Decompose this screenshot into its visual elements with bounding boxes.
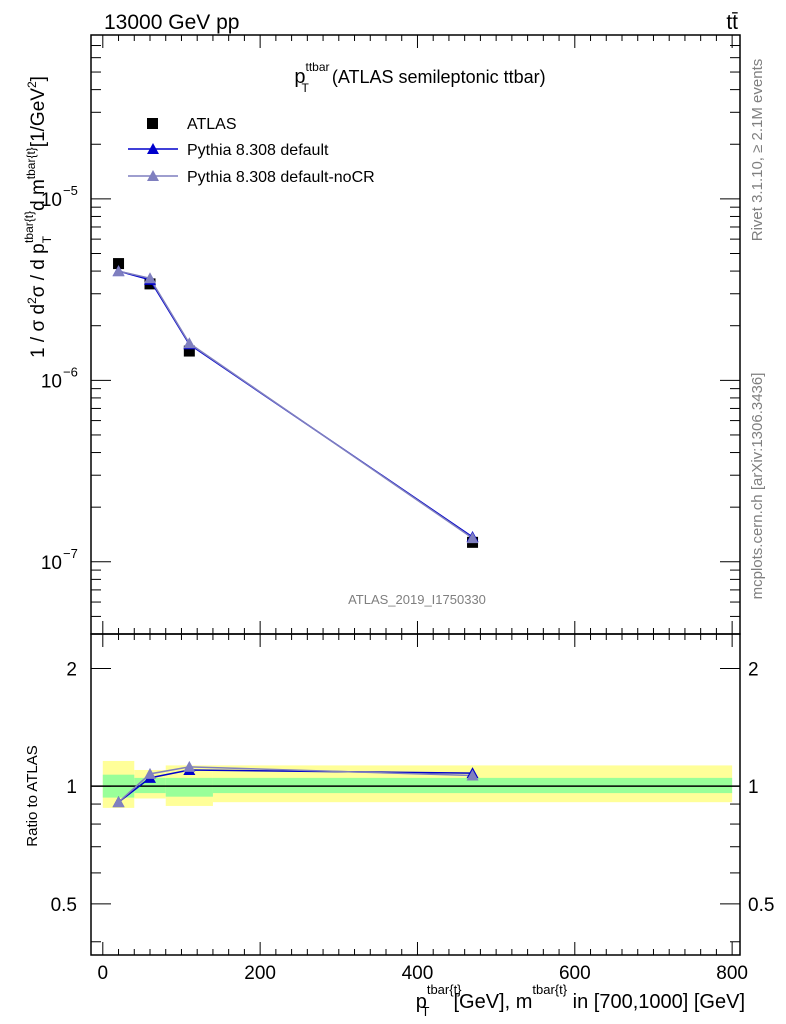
main-data-layer [112,258,479,548]
ratio-y-tick-label-right: 0.5 [748,895,774,916]
main-y-tick-label: 10 [41,553,62,574]
nocr-line [118,270,473,539]
x-tick-label: 0 [98,963,109,984]
main-y-tick-exponent: −7 [63,546,78,561]
x-tick-label: 400 [402,963,434,984]
x-tick-label: 600 [559,963,591,984]
nocr-point [466,532,479,544]
x-tick-label: 800 [716,963,748,984]
legend: ATLAS Pythia 8.308 default Pythia 8.308 … [128,116,375,186]
ratio-nocr-line [118,766,473,803]
default-line [118,270,473,538]
ratio-data-layer [112,760,479,808]
nocr-point [183,337,196,349]
legend-nocr-label: Pythia 8.308 default-noCR [187,169,375,186]
main-y-tick-label: 10 [41,190,62,211]
nocr-point [112,265,125,277]
legend-atlas-marker [147,118,158,129]
nocr-point [144,272,156,284]
process-label: 13000 GeV pp [104,11,239,34]
mcplots-label: mcplots.cern.ch [arXiv:1306.3436] [749,373,766,600]
final-state-label: tt̄ [726,11,738,34]
x-axis-label: ptbar{t} T [GeV], mtbar{t} in [700,1000] [… [416,982,745,1019]
legend-nocr-marker [147,170,159,181]
ratio-y-tick-label-right: 2 [748,659,759,680]
ratio-y-tick-label: 1 [66,777,77,798]
main-panel: 10−710−610−5 [41,34,741,635]
ratio-nocr-point [466,769,479,781]
atlas-data-point [113,258,125,270]
rivet-label: Rivet 3.1.10, ≥ 2.1M events [749,59,766,242]
x-tick-label: 200 [244,963,276,984]
main-y-tick-label: 10 [41,371,62,392]
main-y-tick-exponent: −6 [63,364,78,379]
ratio-y-axis-label: Ratio to ATLAS [24,745,41,846]
legend-atlas-label: ATLAS [187,116,237,133]
legend-default-label: Pythia 8.308 default [187,142,329,159]
ratio-panel: 0 200 400 600 800 0.5 0.5 1 1 2 2 [51,633,774,984]
ratio-nocr-point [112,796,125,808]
atlas-data-point [183,345,195,357]
ratio-nocr-point [144,767,156,779]
ratio-uncertainty-bands [102,760,733,808]
main-y-axis-label: 1 / σ d2σ / d pTtbar{t}d mtbar{t}[1/GeV2… [22,76,54,358]
ratio-frame [90,633,741,956]
ratio-nocr-point [183,760,196,772]
main-y-tick-exponent: −5 [63,183,78,198]
legend-default-marker [147,143,159,154]
ratio-y-tick-label: 0.5 [51,895,77,916]
band-inner-2 [165,777,213,797]
plot-title: pttbar T (ATLAS semileptonic ttbar) [294,60,545,95]
ratio-y-tick-label: 2 [66,659,77,680]
ratio-y-tick-label-right: 1 [748,777,759,798]
analysis-id: ATLAS_2019_I1750330 [348,592,486,607]
